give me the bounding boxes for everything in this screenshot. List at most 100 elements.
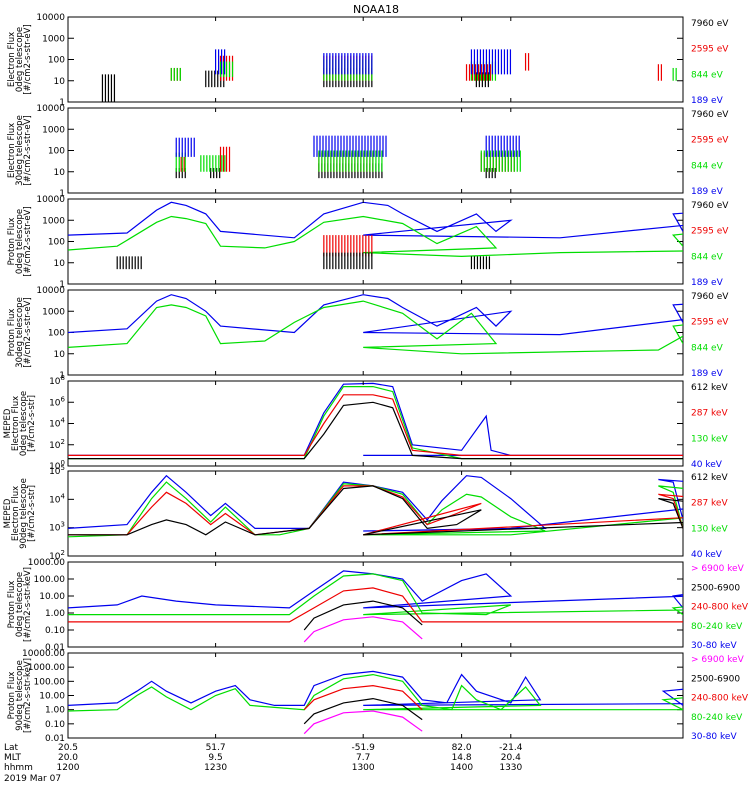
figure-title: NOAA18 (353, 3, 399, 16)
series-line (68, 570, 683, 609)
ytick-label: 1 (59, 189, 65, 199)
legend-item: 2500-6900 (691, 674, 740, 684)
legend-item: > 6900 keV (691, 564, 745, 574)
ytick-label: 10000 (36, 104, 65, 114)
legend-item: 844 eV (691, 161, 724, 171)
x-mlt-label: 7.7 (356, 753, 370, 763)
series-line (68, 394, 683, 456)
x-mlt-label: 20.4 (501, 753, 521, 763)
x-row-label: 2019 Mar 07 (4, 774, 61, 784)
legend-item: 80-240 keV (691, 713, 743, 723)
panel-7: 0.01 0.10 1.00 10.00 100.00 1000.00 Proton Flu… (7, 558, 749, 653)
ytick-label: 1000 (42, 125, 65, 135)
ytick-label: 102 (49, 549, 65, 562)
panel-frame (67, 561, 684, 648)
ylabel-line: 90deg telescope (19, 478, 29, 549)
ylabel-line: 0deg telescope (15, 572, 25, 637)
x-hhmm-label: 1200 (57, 763, 80, 773)
ytick-label: 100.00 (34, 677, 66, 687)
legend-item: 2595 eV (691, 318, 729, 328)
ytick-label: 1.00 (45, 706, 65, 716)
ylabel-line: 0deg telescope (19, 391, 29, 456)
ylabel-line: [#/cm2-s-str-keV] (23, 567, 33, 642)
x-mlt-label: 9.5 (208, 753, 222, 763)
ylabel-line: [#/cm2-s-str-keV] (23, 658, 33, 733)
x-row-label: Lat (4, 743, 19, 753)
series-line (68, 382, 683, 456)
ylabel-line: Electron Flux (11, 486, 21, 541)
ytick-label: 0.01 (45, 734, 65, 744)
ylabel-line: [#/cm2-s-str] (27, 395, 37, 452)
legend-item: 612 keV (691, 383, 728, 393)
panel-frame (67, 470, 684, 557)
series-line (303, 697, 423, 725)
legend-item: 7960 eV (691, 19, 729, 29)
series-line (68, 300, 683, 355)
legend-item: 30-80 keV (691, 732, 737, 742)
legend-item: 80-240 keV (691, 622, 743, 632)
series-line (303, 710, 423, 735)
ylabel-line: MEPED (3, 498, 13, 528)
panel-frame (67, 16, 684, 103)
legend-item: 844 eV (691, 343, 724, 353)
ytick-label: 105 (49, 464, 65, 477)
x-lat-label: -21.4 (499, 743, 523, 753)
ytick-label: 10.00 (39, 692, 65, 702)
x-hhmm-label: 1330 (499, 763, 522, 773)
legend-item: 130 keV (691, 434, 728, 444)
ylabel-line: [#/cm2-s-str-eV] (23, 24, 33, 94)
panel-8: 0.01 0.10 1.00 10.00 100.00 1000.00 10000.00 Pr… (7, 649, 749, 744)
ytick-label: 10.00 (39, 592, 65, 602)
legend-item: 130 keV (691, 524, 728, 534)
legend-item: 40 keV (691, 460, 723, 470)
panel-frame (67, 380, 684, 467)
ytick-label: 103 (49, 521, 65, 534)
ytick-label: 1 (59, 98, 65, 108)
x-mlt-label: 14.8 (452, 753, 472, 763)
series-line (68, 481, 683, 538)
ytick-label: 100 (48, 147, 65, 157)
ylabel-line: [#/cm2-s-str-eV] (23, 297, 33, 367)
legend-item: 240-800 keV (691, 603, 749, 613)
ytick-label: 104 (49, 492, 65, 505)
series-line (68, 587, 683, 623)
ytick-label: 10000 (36, 13, 65, 23)
legend-item: 189 eV (691, 278, 724, 288)
ytick-label: 100 (48, 56, 65, 66)
ylabel-line: Electron Flux (7, 32, 17, 87)
x-row-label: MLT (4, 753, 22, 763)
x-lat-label: 82.0 (452, 743, 472, 753)
ytick-label: 1000.00 (28, 558, 65, 568)
ytick-label: 1000 (42, 216, 65, 226)
series-line (68, 485, 683, 536)
ytick-label: 100 (49, 459, 65, 472)
legend-item: 844 eV (691, 70, 724, 80)
panel-frame (67, 652, 684, 739)
ytick-label: 100 (48, 238, 65, 248)
ylabel-line: [#/cm2-s-str] (27, 485, 37, 542)
series-line (68, 294, 683, 336)
legend-item: 30-80 keV (691, 641, 737, 651)
legend-item: 7960 eV (691, 292, 729, 302)
ytick-label: 108 (49, 374, 65, 387)
legend-item: 40 keV (691, 550, 723, 560)
ylabel-line: 30deg telescope (15, 297, 25, 368)
series-line (303, 616, 423, 643)
ylabel-line: Proton Flux (7, 672, 17, 720)
legend-item: 844 eV (691, 252, 724, 262)
ytick-label: 1000.00 (28, 663, 65, 673)
ytick-label: 10000 (36, 195, 65, 205)
legend-item: 189 eV (691, 96, 724, 106)
x-lat-label: 20.5 (58, 743, 78, 753)
legend-item: 287 keV (691, 409, 728, 419)
x-mlt-label: 20.0 (58, 753, 78, 763)
ytick-label: 100 (48, 329, 65, 339)
x-hhmm-label: 1300 (352, 763, 375, 773)
ylabel-line: MEPED (3, 408, 13, 438)
legend-item: 2595 eV (691, 227, 729, 237)
ylabel-line: [#/cm2-s-str-eV] (23, 115, 33, 185)
